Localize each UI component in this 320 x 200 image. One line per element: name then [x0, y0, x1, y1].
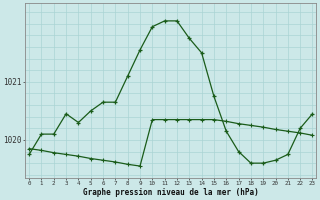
X-axis label: Graphe pression niveau de la mer (hPa): Graphe pression niveau de la mer (hPa): [83, 188, 259, 197]
